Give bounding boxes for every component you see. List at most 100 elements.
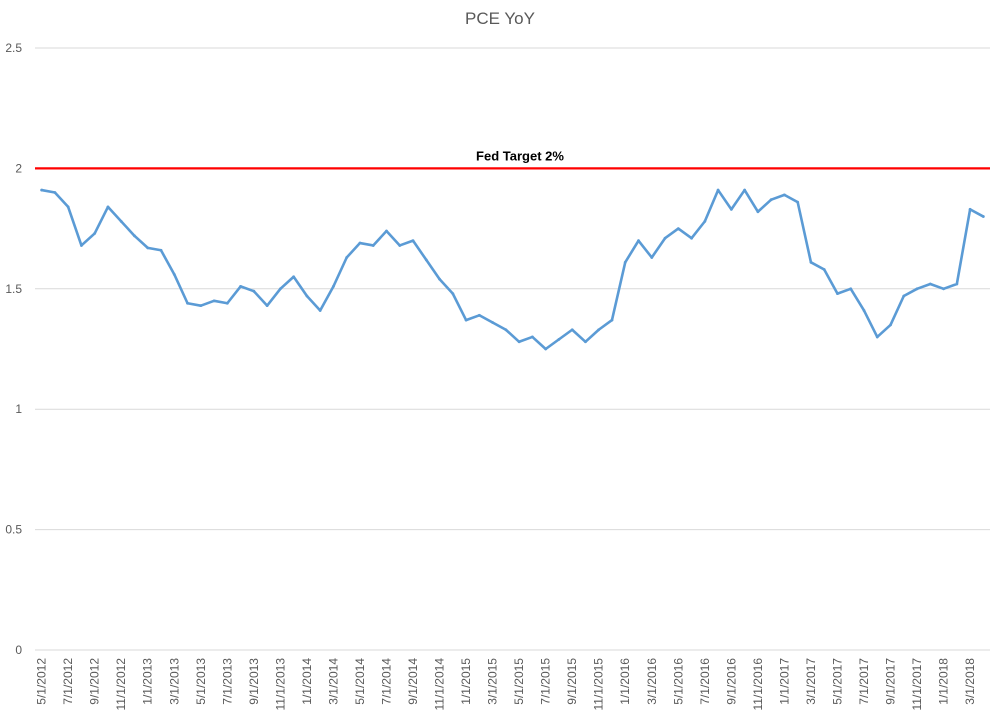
x-tick-label: 1/1/2016 [618,658,632,705]
data-point [822,268,826,271]
data-point [225,301,229,305]
y-tick-label: 1 [15,402,22,416]
data-point [159,248,163,252]
data-point [186,301,189,305]
data-point [544,347,548,351]
x-tick-label: 7/1/2012 [61,658,75,705]
data-point [411,239,415,243]
y-tick-label: 2 [15,161,22,175]
data-point [942,287,945,291]
data-point [676,227,680,231]
data-point [690,236,693,240]
data-point [809,260,813,264]
x-tick-label: 3/1/2013 [167,658,181,705]
data-point [371,244,375,247]
x-tick-label: 11/1/2015 [592,658,606,711]
data-point [106,205,110,209]
data-point [557,337,561,341]
data-point [517,340,521,344]
data-point [477,313,481,317]
x-tick-label: 11/1/2017 [910,658,924,711]
data-point [915,287,919,291]
x-tick-label: 7/1/2017 [857,658,871,705]
data-point [199,304,203,308]
data-point [119,219,123,223]
x-tick-label: 5/1/2017 [830,658,844,705]
data-point [318,309,322,312]
data-point [862,309,866,312]
data-point [93,232,97,235]
data-point [663,236,667,240]
x-tick-label: 9/1/2016 [724,658,738,705]
y-tick-label: 2.5 [5,41,22,55]
data-point [278,287,282,291]
data-point [756,210,760,214]
x-tick-label: 7/1/2015 [539,658,553,705]
x-tick-label: 5/1/2013 [194,658,208,705]
reference-line-group: Fed Target 2% [35,148,990,170]
y-tick-label: 0.5 [5,523,22,537]
y-tick-label: 0 [15,643,22,657]
data-point [968,207,972,211]
data-point [597,328,601,332]
x-tick-label: 11/1/2014 [433,658,447,711]
data-point [743,188,747,192]
data-point [53,191,57,194]
x-tick-label: 9/1/2014 [406,658,420,705]
data-point [212,299,216,303]
data-point [955,282,959,286]
data-point [438,277,441,281]
data-point [584,340,587,344]
series-group [40,188,985,351]
data-point [172,272,176,276]
x-tick-label: 9/1/2015 [565,658,579,705]
data-point [504,328,508,332]
chart-title: PCE YoY [465,9,535,28]
data-point [385,229,388,233]
x-tick-label: 3/1/2016 [645,658,659,705]
data-point [637,239,640,243]
data-point [451,292,455,296]
data-point [66,205,70,209]
data-point [610,318,614,322]
x-tick-label: 5/1/2012 [35,658,49,705]
data-point [80,244,83,247]
x-tick-label: 5/1/2015 [512,658,526,705]
x-tick-label: 7/1/2016 [698,658,712,705]
data-point [729,207,733,211]
data-point [265,304,269,308]
fed-target-label: Fed Target 2% [476,148,564,163]
x-tick-label: 1/1/2018 [937,658,951,705]
data-point [292,275,296,279]
x-tick-label: 3/1/2017 [804,658,818,705]
y-tick-label: 1.5 [5,282,22,296]
gridlines [35,47,990,651]
data-point [40,188,44,192]
data-point [530,335,534,339]
x-tick-label: 11/1/2012 [114,658,128,711]
data-point [875,335,879,339]
x-tick-label: 1/1/2017 [777,658,791,705]
data-point [769,198,773,202]
x-tick-label: 1/1/2014 [300,658,314,705]
x-tick-label: 3/1/2018 [963,658,977,705]
data-point [836,292,839,296]
data-point [902,294,906,298]
x-tick-label: 1/1/2013 [141,658,155,705]
data-point [464,318,468,322]
x-tick-label: 9/1/2013 [247,658,261,705]
x-tick-label: 9/1/2012 [88,658,102,705]
data-point [928,282,932,286]
data-point [133,234,136,238]
data-point [252,289,256,293]
data-point [703,219,707,223]
series-line [41,188,984,351]
data-point [345,256,349,259]
x-tick-label: 11/1/2013 [273,658,287,711]
data-point [570,328,574,332]
data-point [239,284,242,288]
data-point [650,256,654,259]
data-point [305,294,309,298]
x-tick-label: 5/1/2014 [353,658,367,705]
